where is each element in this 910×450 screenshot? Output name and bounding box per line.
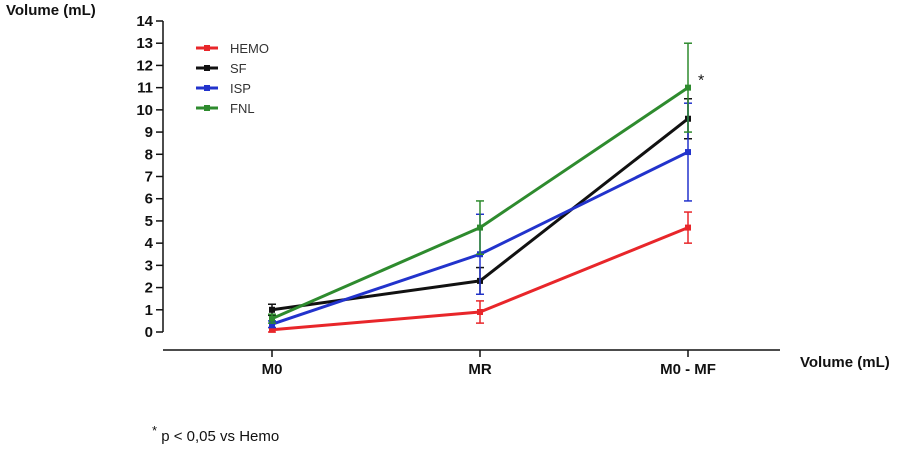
x-axis-label: Volume (mL) xyxy=(800,354,890,371)
legend-marker-isp xyxy=(204,85,210,91)
data-point-fnl xyxy=(269,315,275,322)
y-tick-label: 5 xyxy=(145,213,153,230)
y-tick-label: 12 xyxy=(136,57,153,74)
footnote: * p < 0,05 vs Hemo xyxy=(152,423,279,445)
legend-label-fnl: FNL xyxy=(230,101,255,116)
y-tick-label: 0 xyxy=(145,324,153,341)
y-axis-label: Volume (mL) xyxy=(6,2,96,19)
x-tick-label: M0 - MF xyxy=(660,361,716,378)
legend-marker-sf xyxy=(204,65,210,71)
legend-marker-hemo xyxy=(204,45,210,51)
data-point-isp xyxy=(685,149,691,156)
data-point-fnl xyxy=(477,224,483,231)
data-point-sf xyxy=(269,306,275,313)
y-tick-label: 2 xyxy=(145,280,153,297)
y-tick-label: 14 xyxy=(136,13,153,30)
y-tick-label: 8 xyxy=(145,146,153,163)
data-point-hemo xyxy=(477,309,483,316)
legend-label-sf: SF xyxy=(230,61,247,76)
legend-label-hemo: HEMO xyxy=(230,41,269,56)
legend-marker-fnl xyxy=(204,105,210,111)
significance-marker: * xyxy=(698,73,704,90)
y-tick-label: 4 xyxy=(145,235,154,252)
x-tick-label: MR xyxy=(468,361,491,378)
y-tick-label: 11 xyxy=(137,80,153,97)
legend-label-isp: ISP xyxy=(230,81,251,96)
data-point-hemo xyxy=(269,326,275,333)
data-point-hemo xyxy=(685,224,691,231)
y-tick-label: 7 xyxy=(145,169,153,186)
y-tick-label: 13 xyxy=(136,35,153,52)
y-tick-label: 9 xyxy=(145,124,153,141)
y-tick-label: 6 xyxy=(145,191,153,208)
footnote-star: * xyxy=(152,423,158,438)
y-tick-label: 3 xyxy=(145,257,153,274)
data-point-fnl xyxy=(685,84,691,91)
data-point-isp xyxy=(269,321,275,328)
y-tick-label: 1 xyxy=(145,302,153,319)
y-tick-label: 10 xyxy=(136,102,153,119)
x-tick-label: M0 xyxy=(262,361,283,378)
footnote-text: p < 0,05 vs Hemo xyxy=(157,428,280,445)
